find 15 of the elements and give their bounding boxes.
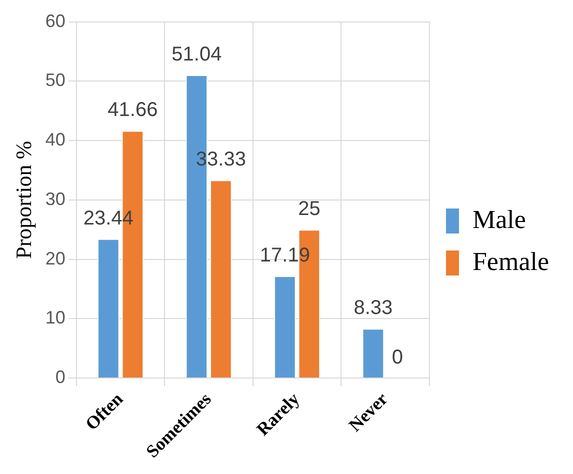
y-tick-label: 40 bbox=[45, 130, 66, 150]
y-tick-label: 10 bbox=[45, 308, 66, 328]
legend-label: Female bbox=[472, 246, 550, 276]
y-tick-label: 60 bbox=[45, 10, 66, 31]
y-tick-label: 50 bbox=[45, 70, 66, 90]
y-tick-label: 30 bbox=[45, 188, 66, 209]
y-tick-label: 20 bbox=[45, 248, 66, 268]
legend-label: Male bbox=[472, 204, 526, 234]
data-label: 0 bbox=[392, 346, 404, 369]
data-label: 8.33 bbox=[354, 297, 393, 320]
data-label: 41.66 bbox=[108, 99, 158, 122]
y-tick-label: 0 bbox=[55, 367, 66, 388]
y-axis-title: Proportion % bbox=[10, 140, 36, 259]
data-label: 25 bbox=[298, 198, 320, 220]
data-label: 51.04 bbox=[172, 44, 222, 66]
